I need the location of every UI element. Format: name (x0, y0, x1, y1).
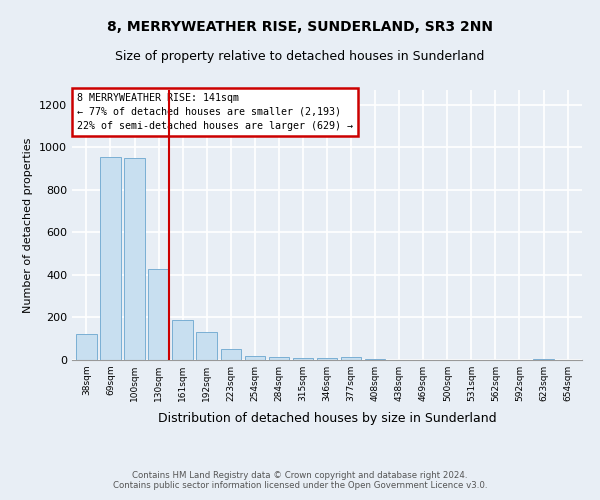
Bar (245, 356, 265, 360)
X-axis label: Distribution of detached houses by size in Sunderland: Distribution of detached houses by size … (158, 412, 496, 426)
Bar (533, 359, 554, 360)
Text: 8 MERRYWEATHER RISE: 141sqm
← 77% of detached houses are smaller (2,193)
22% of : 8 MERRYWEATHER RISE: 141sqm ← 77% of det… (77, 92, 353, 130)
Bar (341, 357, 361, 360)
Y-axis label: Number of detached properties: Number of detached properties (23, 138, 34, 312)
Bar (100, 157, 121, 360)
Bar (269, 357, 289, 360)
Text: Size of property relative to detached houses in Sunderland: Size of property relative to detached ho… (115, 50, 485, 63)
Bar (317, 358, 337, 360)
Bar (124, 158, 145, 360)
Bar (221, 350, 241, 360)
Text: Contains HM Land Registry data © Crown copyright and database right 2024.
Contai: Contains HM Land Registry data © Crown c… (113, 470, 487, 490)
Bar (293, 358, 313, 360)
Bar (76, 334, 97, 360)
Text: 8, MERRYWEATHER RISE, SUNDERLAND, SR3 2NN: 8, MERRYWEATHER RISE, SUNDERLAND, SR3 2N… (107, 20, 493, 34)
Bar (196, 332, 217, 360)
Bar (148, 268, 169, 360)
Bar (172, 320, 193, 360)
